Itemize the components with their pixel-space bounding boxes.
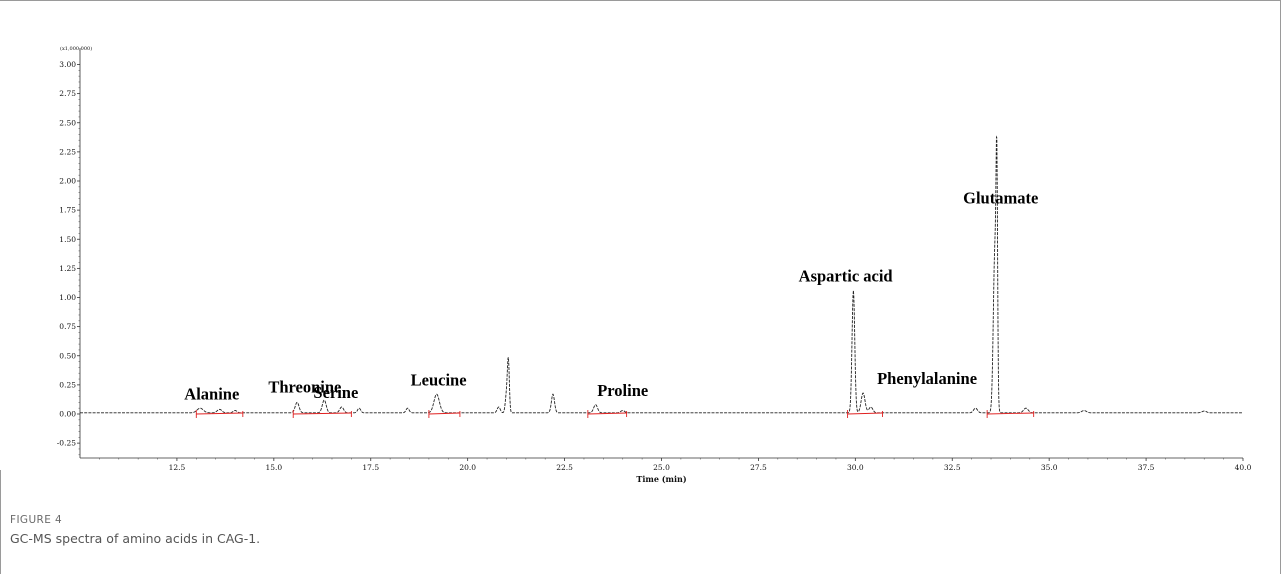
- y-tick-label: -0.25: [57, 439, 76, 448]
- peak-label: Alanine: [184, 384, 239, 403]
- figure-caption: GC-MS spectra of amino acids in CAG-1.: [10, 531, 261, 546]
- gcms-chromatogram-chart: 3.00 2.75 2.50 2.25 2.00 1.75 1.50 1.25 1.00 0.75…: [57, 45, 1252, 484]
- y-tick-label: 0.25: [59, 380, 76, 389]
- peak-label: Threonine: [268, 377, 341, 396]
- peak-label: Proline: [597, 381, 648, 400]
- caption-rule: [0, 470, 1, 574]
- x-tick-label: 12.5: [169, 463, 186, 472]
- x-tick-label: 35.0: [1041, 463, 1058, 472]
- x-tick-label: 25.0: [653, 463, 670, 472]
- integration-baseline: [196, 412, 243, 415]
- y-tick-label: 1.75: [59, 206, 76, 215]
- chart-traces: [80, 135, 1243, 418]
- x-tick-label: 22.5: [556, 463, 573, 472]
- y-tick-label: 2.75: [59, 89, 76, 98]
- peak-label: Phenylalanine: [877, 369, 977, 388]
- y-tick-label: 0.00: [59, 410, 76, 419]
- peak-label: Leucine: [411, 370, 467, 389]
- x-tick-label: 30.0: [847, 463, 864, 472]
- peak-label: Glutamate: [963, 189, 1038, 208]
- x-tick-label: 37.5: [1138, 463, 1155, 472]
- integration-baseline: [587, 412, 627, 415]
- x-tick-label: 32.5: [944, 463, 961, 472]
- y-tick-label: 0.75: [59, 322, 76, 331]
- integration-baseline: [293, 412, 352, 415]
- chart-axes: 3.00 2.75 2.50 2.25 2.00 1.75 1.50 1.25 1.00 0.75…: [57, 45, 1252, 484]
- x-tick-label: 17.5: [362, 463, 379, 472]
- x-tick-label: 15.0: [265, 463, 282, 472]
- x-tick-label: 20.0: [459, 463, 476, 472]
- y-tick-label: 3.00: [59, 60, 76, 69]
- integration-baseline: [428, 412, 460, 415]
- y-tick-label: 1.25: [59, 264, 76, 273]
- y-tick-label: 0.50: [59, 351, 76, 360]
- x-tick-label: 27.5: [750, 463, 767, 472]
- integration-baseline: [987, 412, 1034, 415]
- y-tick-label: 1.50: [59, 235, 76, 244]
- x-tick-label: 40.0: [1235, 463, 1252, 472]
- chromatogram-trace: [80, 135, 1243, 414]
- y-multiplier-label: (x1,000,000): [60, 45, 92, 52]
- x-axis-title: Time (min): [636, 474, 686, 484]
- peak-label: Aspartic acid: [799, 267, 893, 286]
- peak-label: Serine: [313, 383, 358, 402]
- y-tick-label: 2.25: [59, 147, 76, 156]
- y-tick-label: 1.00: [59, 293, 76, 302]
- figure-label: FIGURE 4: [10, 514, 63, 526]
- y-tick-label: 2.50: [59, 118, 76, 127]
- y-tick-label: 2.00: [59, 177, 76, 186]
- integration-baseline: [847, 412, 883, 415]
